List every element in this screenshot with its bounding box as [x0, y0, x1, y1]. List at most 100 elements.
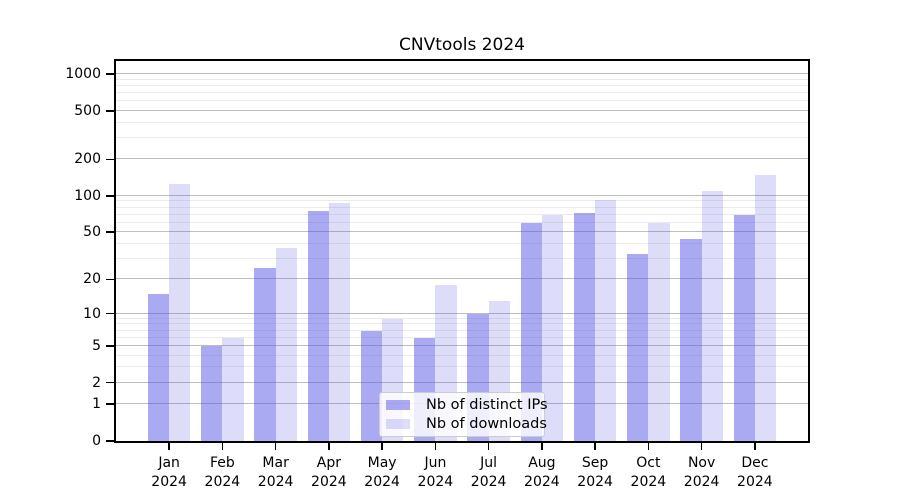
bar-ips-aug: [520, 222, 542, 441]
gridline-major: [116, 73, 808, 75]
y-tick-label-500: 500: [74, 102, 101, 119]
gridline-minor: [116, 317, 808, 319]
bar-ips-sep: [573, 213, 596, 441]
legend: Nb of distinct IPs Nb of downloads: [379, 392, 548, 437]
y-tick-mark: [106, 440, 114, 442]
bar-ips-dec: [733, 214, 755, 441]
x-tick-mark: [594, 443, 596, 450]
gridline-major: [116, 381, 808, 383]
gridline-major: [116, 194, 808, 196]
x-tick-label-aug: Aug 2024: [524, 455, 560, 490]
gridline-major: [116, 344, 808, 346]
legend-label-distinct-ips: Nb of distinct IPs: [426, 397, 548, 414]
x-tick-mark: [434, 443, 437, 450]
x-tick-mark: [700, 443, 703, 450]
y-tick-label-50: 50: [83, 224, 101, 241]
gridline-minor: [116, 78, 808, 80]
y-tick-label-1: 1: [92, 396, 101, 413]
gridline-major: [116, 278, 808, 280]
gridline-minor: [116, 323, 808, 325]
y-tick-mark: [106, 158, 114, 161]
y-tick-label-0: 0: [92, 433, 101, 449]
y-tick-label-1000: 1000: [65, 66, 101, 83]
gridline-major: [116, 109, 808, 111]
bar-downloads-nov: [701, 190, 723, 441]
x-tick-label-apr: Apr 2024: [311, 455, 347, 490]
legend-swatch-downloads: [386, 418, 410, 429]
bar-downloads-apr: [328, 202, 351, 441]
gridline-minor: [116, 84, 808, 86]
y-tick-mark: [106, 312, 114, 315]
bar-ips-feb: [201, 345, 223, 441]
bar-downloads-dec: [754, 174, 777, 441]
y-tick-label-10: 10: [83, 305, 101, 322]
legend-swatch-distinct-ips: [386, 400, 410, 411]
gridline-minor: [116, 354, 808, 356]
x-tick-label-jun: Jun 2024: [417, 455, 454, 490]
y-tick-mark: [106, 381, 114, 384]
legend-row-downloads: Nb of downloads: [386, 416, 547, 432]
y-tick-mark: [106, 345, 114, 347]
y-tick-mark: [106, 231, 114, 233]
x-tick-label-may: May 2024: [364, 455, 400, 490]
gridline-minor: [116, 329, 808, 331]
bar-ips-oct: [627, 253, 649, 441]
x-tick-label-jul: Jul 2024: [470, 455, 507, 490]
gridline-minor: [116, 136, 808, 138]
x-tick-mark: [754, 443, 756, 450]
gridline-minor: [116, 100, 808, 102]
x-tick-mark: [328, 443, 330, 450]
bar-downloads-sep: [595, 200, 617, 441]
x-tick-mark: [221, 443, 224, 450]
legend-row-distinct-ips: Nb of distinct IPs: [386, 397, 548, 413]
y-tick-mark: [106, 195, 114, 197]
x-tick-label-dec: Dec 2024: [737, 455, 773, 490]
y-tick-mark: [106, 110, 114, 112]
x-tick-label-nov: Nov 2024: [683, 455, 720, 490]
gridline-minor: [116, 206, 808, 208]
gridline-minor: [116, 121, 808, 123]
bar-downloads-oct: [648, 222, 670, 441]
gridline-minor: [116, 213, 808, 215]
bar-downloads-jan: [169, 184, 191, 441]
gridline-minor: [116, 366, 808, 368]
x-tick-label-sep: Sep 2024: [577, 455, 613, 490]
x-tick-mark: [647, 443, 650, 450]
bar-ips-may: [360, 330, 383, 441]
x-tick-mark: [487, 443, 490, 450]
y-tick-mark: [106, 73, 114, 75]
bar-downloads-aug: [541, 214, 564, 441]
gridline-minor: [116, 242, 808, 244]
bar-ips-apr: [307, 211, 329, 441]
legend-label-downloads: Nb of downloads: [426, 415, 547, 432]
x-tick-mark: [274, 443, 277, 450]
bar-ips-mar: [254, 267, 276, 441]
y-tick-label-200: 200: [74, 151, 101, 168]
y-tick-label-100: 100: [74, 187, 101, 204]
x-tick-label-mar: Mar 2024: [257, 455, 294, 490]
x-tick-label-jan: Jan 2024: [151, 455, 187, 490]
y-tick-label-20: 20: [83, 271, 101, 288]
gridline-major: [116, 158, 808, 160]
y-tick-label-2: 2: [92, 374, 101, 391]
x-tick-mark: [168, 443, 170, 450]
chart-title: CNVtools 2024: [399, 35, 525, 55]
gridline-major: [116, 231, 808, 233]
gridline-minor: [116, 92, 808, 94]
bar-ips-nov: [680, 238, 702, 441]
plot-area: [114, 59, 810, 443]
gridline-minor: [116, 257, 808, 259]
bar-ips-jan: [147, 293, 170, 441]
gridline-minor: [116, 336, 808, 338]
gridline-major: [116, 312, 808, 314]
bar-downloads-mar: [275, 247, 297, 441]
x-tick-label-feb: Feb 2024: [204, 455, 241, 490]
x-tick-mark: [541, 443, 543, 450]
y-tick-label-5: 5: [92, 337, 101, 354]
bar-downloads-feb: [222, 337, 244, 441]
gridline-minor: [116, 221, 808, 223]
x-tick-mark: [381, 443, 383, 450]
gridline-minor: [116, 200, 808, 202]
y-tick-mark: [106, 403, 114, 405]
